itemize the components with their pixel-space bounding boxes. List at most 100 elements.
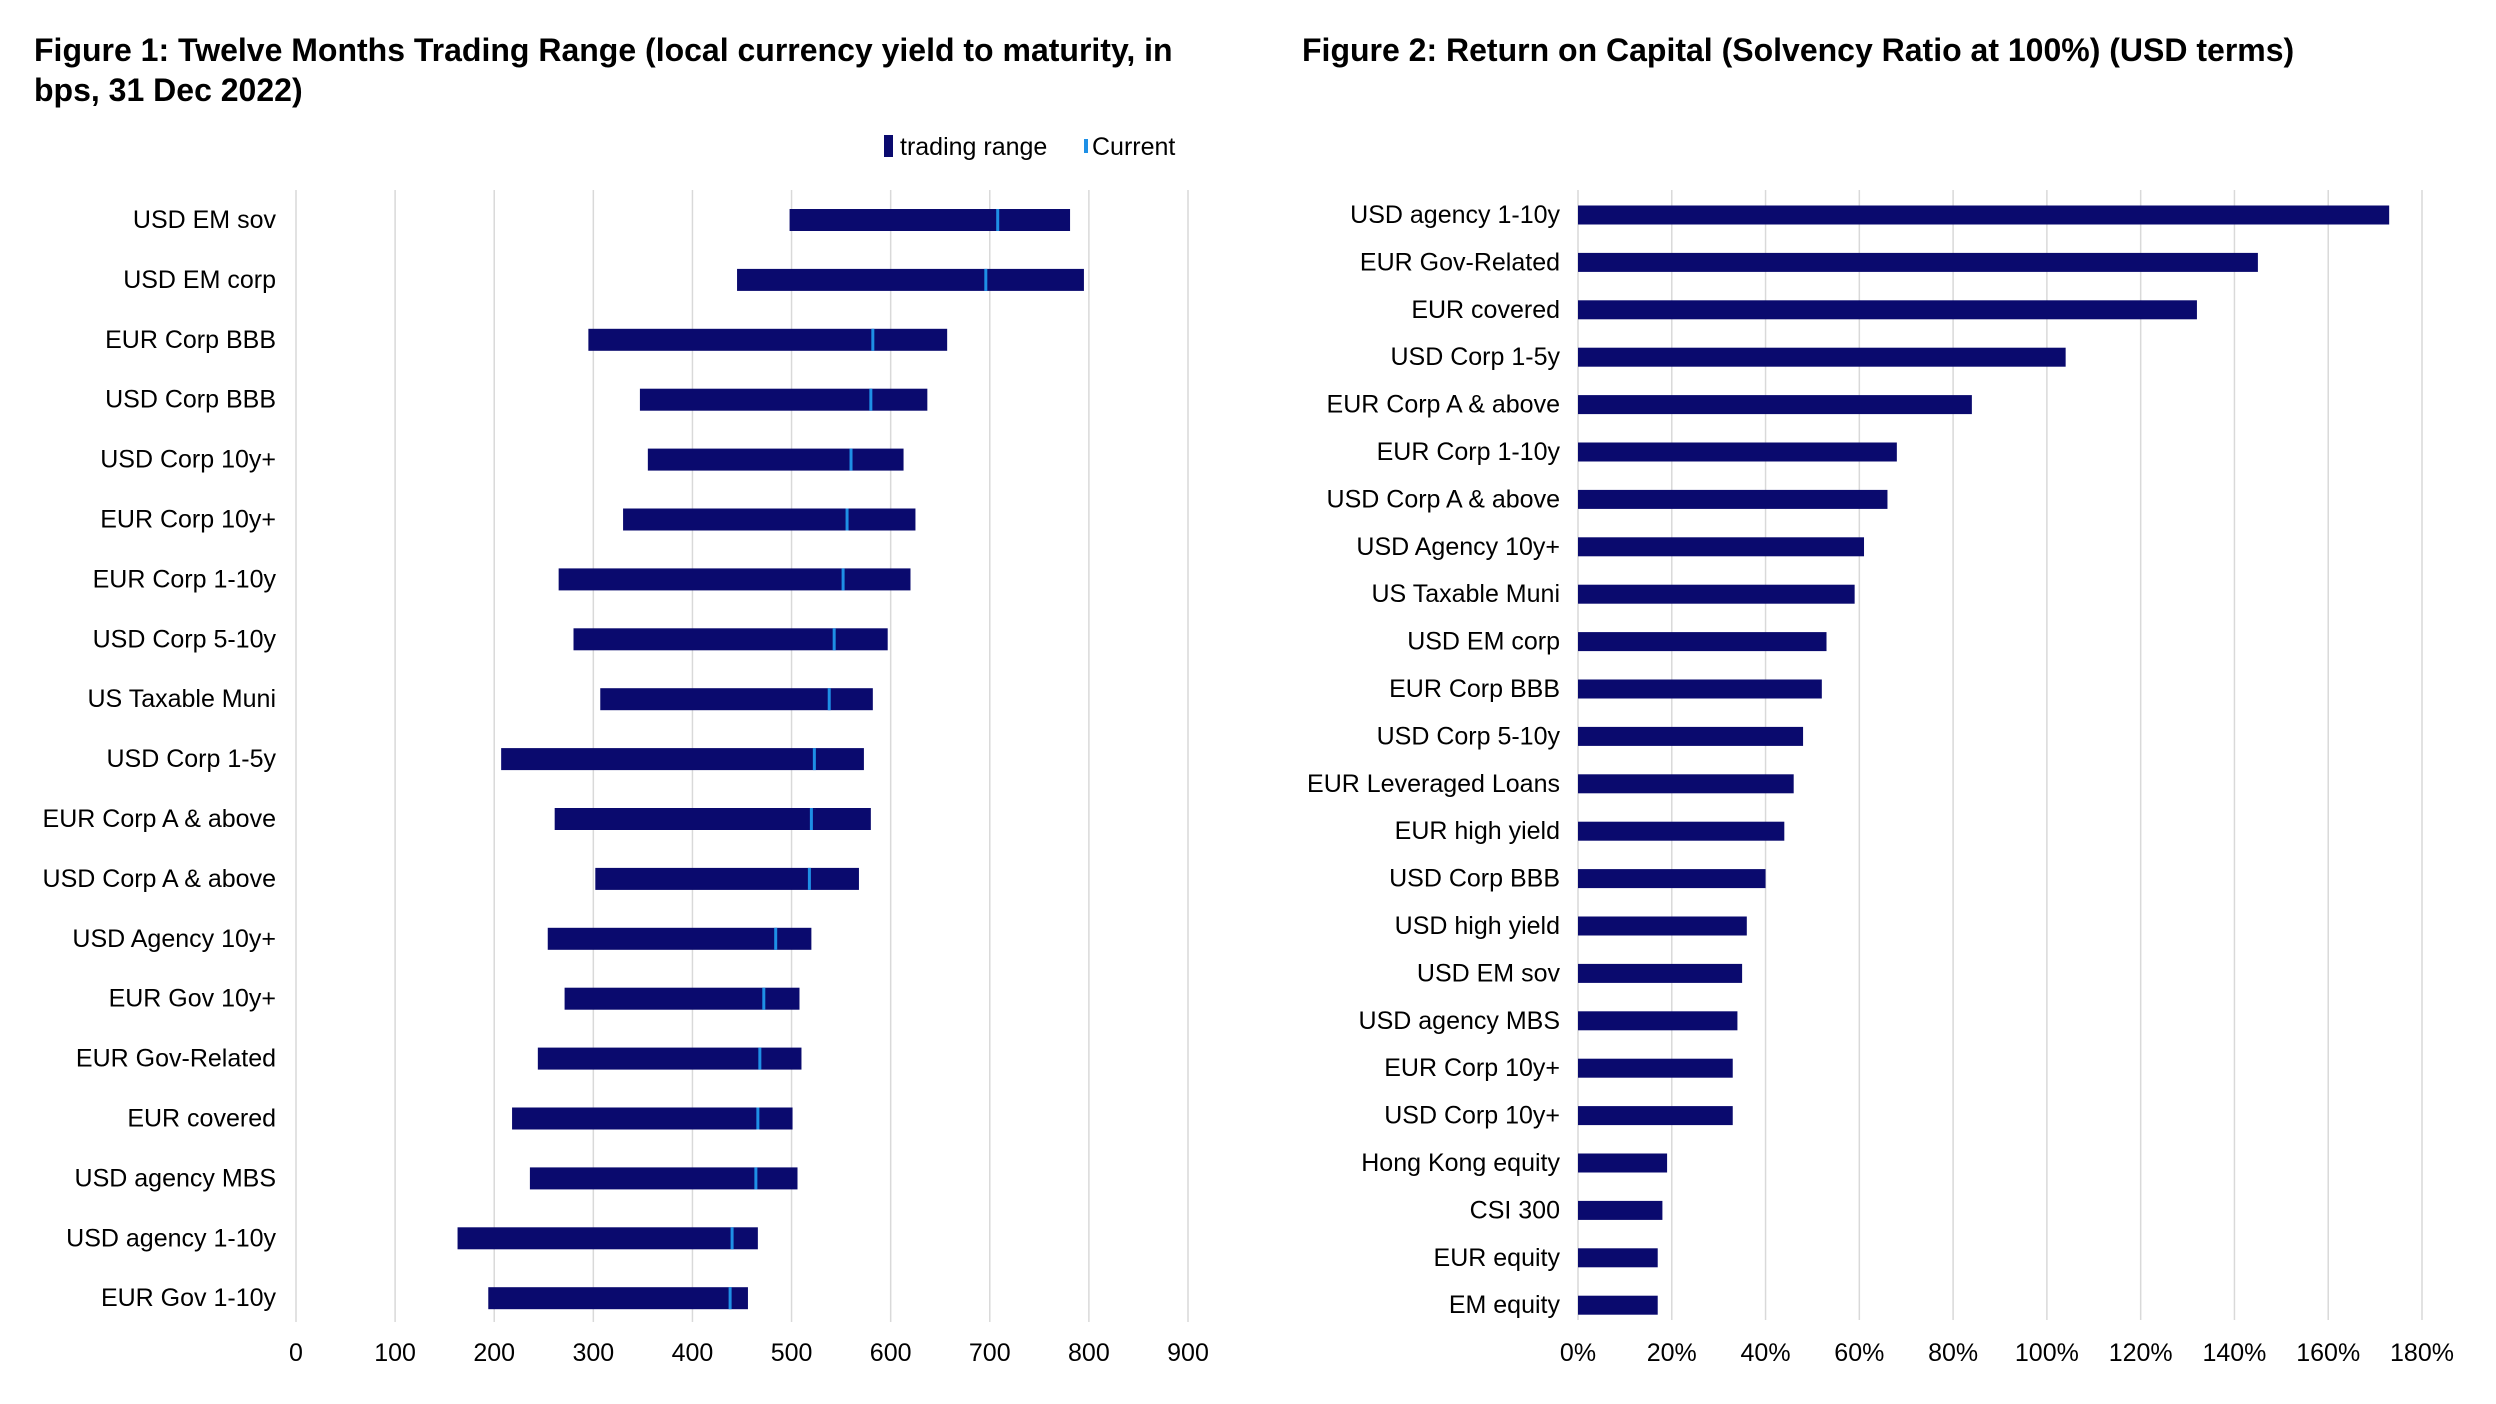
fig1-category-label: USD Corp BBB xyxy=(105,386,276,414)
fig1-range-bar xyxy=(554,808,871,830)
fig1-x-tick-label: 600 xyxy=(870,1339,912,1367)
fig2-category-label: EUR equity xyxy=(1434,1244,1561,1272)
fig2-x-tick-label: 80% xyxy=(1928,1339,1978,1367)
fig1-range-bar xyxy=(623,508,916,531)
fig1-category-label: USD Corp 5-10y xyxy=(93,625,277,653)
fig2-category-label: EUR Corp 10y+ xyxy=(1384,1054,1560,1082)
fig1-current-marker xyxy=(849,448,853,471)
fig1-category-label: USD agency MBS xyxy=(75,1164,276,1192)
fig2-x-tick-label: 160% xyxy=(2296,1339,2360,1367)
fig2-category-label: USD Corp A & above xyxy=(1327,485,1560,513)
fig1-current-marker xyxy=(774,927,778,950)
figure-1-title: Figure 1: Twelve Months Trading Range (l… xyxy=(34,32,1173,108)
fig1-current-marker xyxy=(827,688,831,711)
fig2-x-tick-label: 40% xyxy=(1741,1339,1791,1367)
fig2-category-label: EUR Leveraged Loans xyxy=(1307,770,1560,798)
fig2-category-label: USD EM sov xyxy=(1417,959,1561,987)
fig1-current-marker xyxy=(807,867,811,890)
fig1-range-bar xyxy=(512,1107,793,1130)
fig2-bar xyxy=(1578,395,1972,415)
fig2-category-label: EUR Corp A & above xyxy=(1327,391,1560,419)
fig2-category-label: EUR Corp 1-10y xyxy=(1377,438,1561,466)
fig2-x-tick-label: 140% xyxy=(2202,1339,2266,1367)
fig2-x-tick-label: 0% xyxy=(1560,1339,1596,1367)
fig1-range-bar xyxy=(564,987,800,1010)
fig1-range-bar xyxy=(573,628,888,651)
fig1-range-bar xyxy=(588,328,948,351)
fig2-bar xyxy=(1578,1011,1738,1031)
fig1-x-tick-label: 200 xyxy=(473,1339,515,1367)
fig2-category-label: EUR Gov-Related xyxy=(1360,248,1560,276)
fig1-x-tick-label: 0 xyxy=(289,1339,303,1367)
figure-2-return-on-capital-chart: 0% 20% 40% 60% 80% 100% 120% 140% 160% 180% USD ag… xyxy=(1307,190,2454,1367)
fig1-range-bar xyxy=(558,568,911,591)
fig1-x-tick-label: 700 xyxy=(969,1339,1011,1367)
fig2-bar xyxy=(1578,205,2390,225)
fig2-category-label: EUR Corp BBB xyxy=(1389,675,1560,703)
fig2-bar xyxy=(1578,300,2197,320)
fig1-range-bar xyxy=(789,209,1071,231)
fig2-x-tick-label: 180% xyxy=(2390,1339,2454,1367)
fig1-current-marker xyxy=(754,1167,758,1190)
fig1-legend-label-current: Current xyxy=(1092,133,1175,161)
figure-1-trading-range-chart: 0 100 200 300 400 500 600 700 800 900 USD EM sov US… xyxy=(43,133,1209,1367)
fig2-category-label: USD agency 1-10y xyxy=(1350,201,1560,229)
fig2-x-tick-label: 60% xyxy=(1834,1339,1884,1367)
fig2-category-label: US Taxable Muni xyxy=(1371,580,1560,608)
fig2-category-label: USD Corp 1-5y xyxy=(1391,343,1561,371)
fig1-category-label: EUR Gov-Related xyxy=(76,1045,276,1073)
fig2-bar xyxy=(1578,537,1865,557)
fig1-current-marker xyxy=(812,748,816,771)
fig1-category-label: EUR Corp 10y+ xyxy=(100,506,276,534)
fig2-bar xyxy=(1578,347,2066,367)
fig2-bar xyxy=(1578,1248,1658,1268)
fig1-current-marker xyxy=(809,808,813,830)
fig1-x-tick-label: 500 xyxy=(771,1339,813,1367)
fig2-category-label: USD Agency 10y+ xyxy=(1356,533,1560,561)
fig2-category-label: USD high yield xyxy=(1395,912,1560,940)
fig1-current-marker xyxy=(832,628,836,651)
fig1-category-label: USD Corp A & above xyxy=(43,865,276,893)
fig2-bar xyxy=(1578,489,1888,509)
fig1-range-bar xyxy=(647,448,904,471)
fig2-x-tick-label: 120% xyxy=(2109,1339,2173,1367)
fig2-category-label: CSI 300 xyxy=(1470,1196,1560,1224)
fig1-current-marker xyxy=(756,1107,760,1130)
fig1-category-label: USD EM corp xyxy=(123,266,276,294)
fig1-range-bar xyxy=(529,1167,798,1190)
figure-2-title: Figure 2: Return on Capital (Solvency Ra… xyxy=(1302,32,2295,68)
fig2-bar xyxy=(1578,584,1855,604)
fig2-bar xyxy=(1578,821,1785,841)
fig1-legend-swatch-current xyxy=(1084,139,1088,153)
fig1-x-tick-label: 800 xyxy=(1068,1339,1110,1367)
fig1-current-marker xyxy=(762,987,766,1010)
fig2-x-tick-label: 100% xyxy=(2015,1339,2079,1367)
fig2-category-label: USD Corp BBB xyxy=(1389,865,1560,893)
fig1-range-bar xyxy=(547,927,812,950)
fig1-current-marker xyxy=(869,388,873,411)
fig2-category-label: Hong Kong equity xyxy=(1361,1149,1560,1177)
fig1-x-tick-label: 400 xyxy=(672,1339,714,1367)
fig1-category-label: EUR Gov 10y+ xyxy=(109,985,276,1013)
fig2-bar xyxy=(1578,1153,1668,1173)
fig1-range-bar xyxy=(537,1047,802,1070)
fig1-category-label: EUR covered xyxy=(127,1105,276,1133)
fig1-range-bar xyxy=(595,867,859,890)
fig1-x-tick-label: 300 xyxy=(572,1339,614,1367)
fig2-bar xyxy=(1578,632,1827,652)
fig2-bar xyxy=(1578,726,1804,746)
fig1-x-tick-label: 900 xyxy=(1167,1339,1209,1367)
fig2-bar xyxy=(1578,442,1897,462)
fig1-category-label: US Taxable Muni xyxy=(87,685,276,713)
fig1-current-marker xyxy=(871,328,875,351)
fig1-current-marker xyxy=(728,1287,732,1310)
fig1-range-bar xyxy=(737,268,1084,291)
fig2-category-label: EM equity xyxy=(1449,1291,1561,1319)
fig1-legend-swatch-range xyxy=(884,135,893,157)
fig1-range-bar xyxy=(600,688,873,711)
fig2-bar xyxy=(1578,679,1822,699)
fig1-current-marker xyxy=(758,1047,762,1070)
fig1-category-label: USD Agency 10y+ xyxy=(72,925,276,953)
fig1-category-label: USD agency 1-10y xyxy=(66,1224,276,1252)
